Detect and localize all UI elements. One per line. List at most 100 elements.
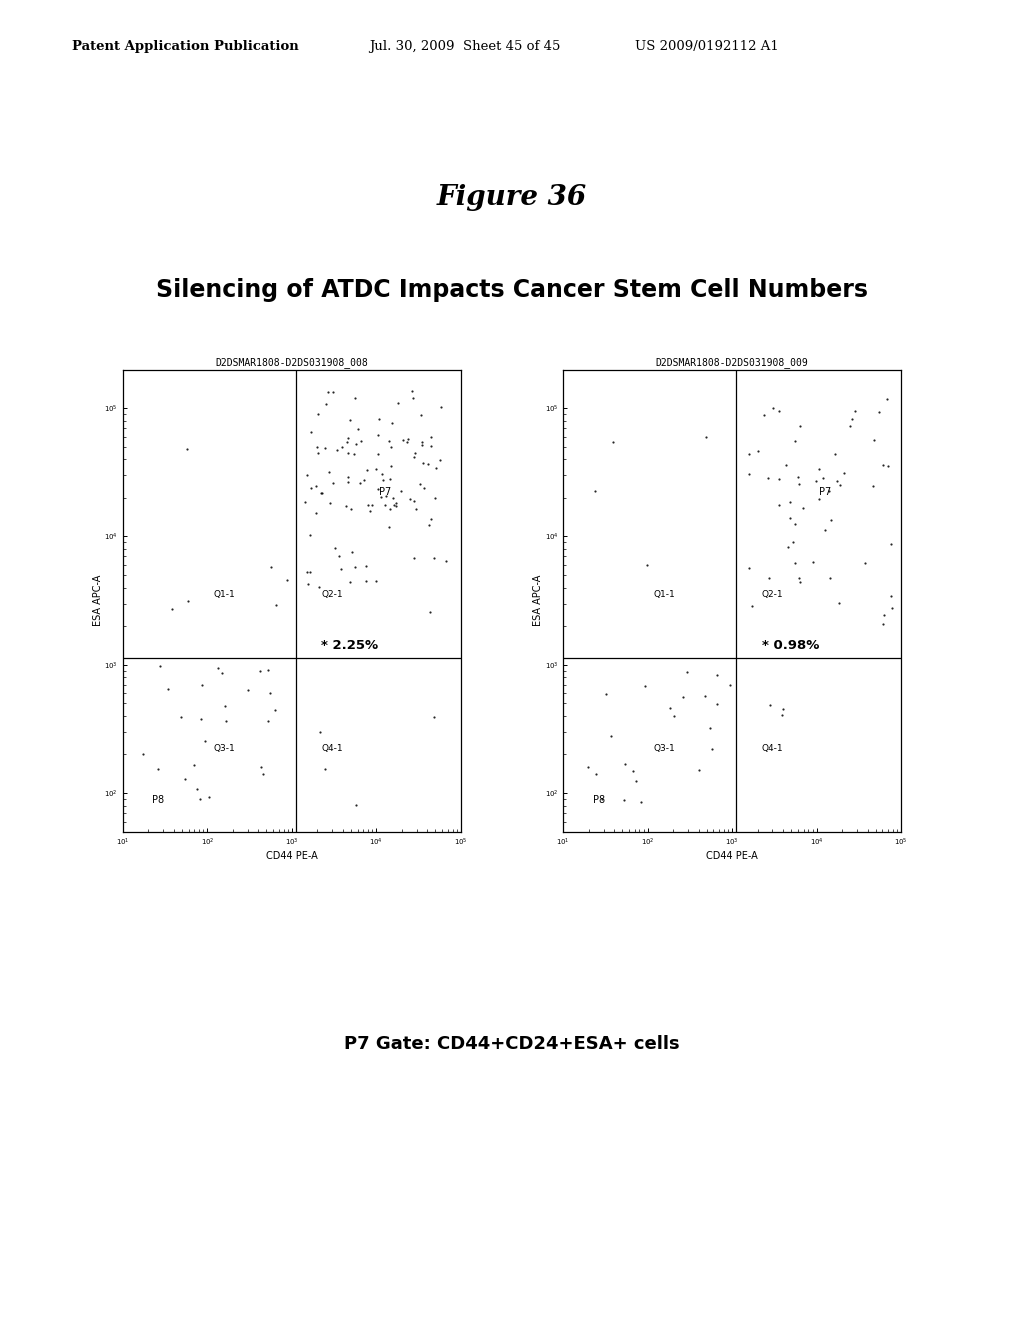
Point — [625, 760, 641, 781]
Point — [786, 430, 803, 451]
Text: P7: P7 — [819, 487, 831, 496]
Point — [438, 550, 455, 572]
Point — [697, 426, 714, 447]
Point — [870, 401, 887, 422]
Point — [784, 531, 801, 552]
Point — [263, 557, 280, 578]
Point — [811, 459, 827, 480]
Point — [811, 488, 827, 510]
Point — [792, 568, 808, 589]
Point — [302, 561, 318, 582]
Point — [308, 475, 325, 496]
Point — [740, 557, 757, 578]
Point — [340, 442, 356, 463]
Point — [415, 432, 431, 453]
Point — [856, 553, 872, 574]
Point — [350, 418, 367, 440]
Point — [361, 500, 378, 521]
Point — [209, 657, 225, 678]
Point — [342, 572, 358, 593]
Point — [771, 469, 787, 490]
Title: D2DSMAR1808-D2DS031908_008: D2DSMAR1808-D2DS031908_008 — [215, 358, 369, 368]
Point — [195, 675, 211, 696]
Point — [260, 710, 276, 731]
Point — [385, 487, 401, 508]
Point — [370, 444, 386, 465]
Point — [370, 478, 386, 499]
Point — [384, 413, 400, 434]
Point — [185, 755, 202, 776]
Point — [152, 656, 168, 677]
Point — [325, 473, 341, 494]
Point — [403, 381, 420, 403]
Point — [884, 598, 900, 619]
Point — [701, 718, 718, 739]
Point — [368, 570, 384, 591]
Point — [373, 486, 389, 507]
Point — [883, 533, 899, 554]
Point — [377, 495, 393, 516]
Point — [423, 426, 439, 447]
Point — [426, 548, 442, 569]
Point — [383, 455, 399, 477]
Point — [217, 696, 233, 717]
Point — [164, 598, 180, 619]
Point — [404, 387, 421, 408]
Point — [805, 552, 821, 573]
Point — [342, 409, 358, 430]
Point — [381, 516, 397, 537]
Text: US 2009/0192112 A1: US 2009/0192112 A1 — [635, 40, 778, 53]
Text: P7: P7 — [379, 487, 391, 496]
Point — [823, 510, 840, 531]
Text: P8: P8 — [593, 795, 605, 804]
Point — [756, 404, 772, 425]
Point — [406, 546, 422, 568]
Point — [358, 556, 375, 577]
Point — [386, 494, 402, 515]
Point — [135, 743, 152, 764]
Text: * 0.98%: * 0.98% — [762, 639, 819, 652]
Text: Q1-1: Q1-1 — [653, 590, 676, 599]
Point — [179, 438, 196, 459]
Point — [358, 459, 375, 480]
Point — [333, 558, 349, 579]
Point — [710, 693, 726, 714]
Point — [432, 450, 449, 471]
Point — [830, 593, 847, 614]
Point — [744, 595, 761, 616]
X-axis label: CD44 PE-A: CD44 PE-A — [266, 850, 317, 861]
Point — [399, 432, 416, 453]
Point — [344, 541, 360, 562]
Text: Jul. 30, 2009  Sheet 45 of 45: Jul. 30, 2009 Sheet 45 of 45 — [369, 40, 560, 53]
Point — [388, 496, 404, 517]
Point — [303, 421, 319, 442]
Point — [709, 664, 725, 685]
Point — [422, 602, 438, 623]
Point — [255, 763, 271, 784]
Point — [218, 711, 234, 733]
Point — [297, 492, 313, 513]
Point — [617, 754, 634, 775]
Point — [340, 428, 356, 449]
Point — [378, 484, 394, 506]
Point — [387, 492, 403, 513]
Point — [883, 586, 899, 607]
Text: Q4-1: Q4-1 — [322, 743, 343, 752]
Point — [844, 408, 860, 429]
Point — [770, 400, 786, 421]
Point — [151, 758, 167, 779]
Point — [741, 444, 758, 465]
Point — [279, 570, 295, 591]
Point — [588, 763, 604, 784]
Point — [407, 491, 423, 512]
Point — [879, 388, 895, 409]
Point — [346, 444, 362, 465]
Point — [213, 663, 229, 684]
Point — [690, 759, 707, 780]
Point — [433, 396, 450, 417]
Point — [842, 416, 858, 437]
Point — [302, 524, 318, 545]
Point — [594, 788, 610, 809]
Point — [876, 605, 892, 626]
Point — [790, 466, 806, 487]
